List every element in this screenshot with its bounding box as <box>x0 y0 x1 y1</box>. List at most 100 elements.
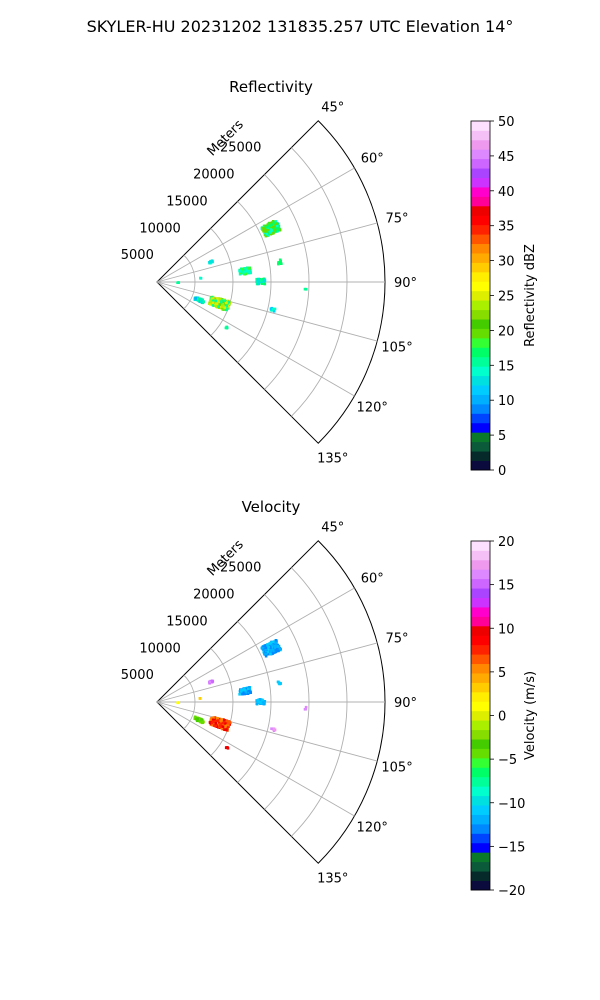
colorbar-segment <box>471 578 490 589</box>
echo-gate <box>277 261 280 264</box>
echo-gate <box>209 303 212 306</box>
colorbar-segment <box>471 281 490 292</box>
echo-gate <box>226 725 229 729</box>
echo-cluster <box>238 266 252 276</box>
echo-gate <box>242 270 246 274</box>
echo-gate <box>273 650 277 654</box>
colorbar: 0 5 10 15 20 25 30 35 40 45 50 Reflectivity dBZ <box>470 115 538 479</box>
azimuth-gridline <box>156 701 355 817</box>
echo-gate <box>242 687 246 690</box>
colorbar-segment <box>471 168 490 178</box>
echo-gate <box>264 646 268 650</box>
echo-gate <box>274 649 278 652</box>
colorbar-segment <box>471 701 490 712</box>
echo-gate <box>212 716 215 719</box>
echo-gate <box>276 223 280 226</box>
echo-gate <box>257 278 260 281</box>
echo-gate <box>272 221 276 224</box>
colorbar-segment <box>471 588 490 598</box>
echo-gate <box>240 267 244 271</box>
echo-gate <box>276 646 279 650</box>
echo-gate <box>239 271 243 275</box>
colorbar-label: Velocity (m/s) <box>523 671 538 760</box>
colorbar-tick-label: 20 <box>498 535 515 550</box>
echo-gate <box>239 690 243 693</box>
echo-gate <box>245 269 249 272</box>
echo-gate <box>269 643 272 647</box>
azimuth-tick-label: 45° <box>321 100 344 115</box>
echo-gate <box>267 234 270 237</box>
colorbar-segment <box>471 347 490 358</box>
colorbar-segment <box>471 356 490 367</box>
echo-gate <box>266 228 270 231</box>
colorbar-tick-label: 5 <box>498 666 506 681</box>
echo-gate <box>264 230 268 233</box>
echo-gate <box>269 650 273 654</box>
range-tick-label: 20000 <box>193 168 234 183</box>
echo-gate <box>247 267 251 270</box>
echo-gate <box>225 304 228 308</box>
echo-cluster <box>193 715 205 725</box>
echo-gate <box>276 649 279 653</box>
echo-gate <box>264 224 267 228</box>
panel-title: Velocity <box>242 498 301 516</box>
echo-gate <box>264 234 268 238</box>
range-tick-label: 5000 <box>121 668 154 683</box>
echo-gate <box>200 718 203 722</box>
echo-gate <box>272 225 275 229</box>
echo-gate <box>262 227 265 231</box>
echo-gate <box>249 690 252 694</box>
azimuth-gridline <box>156 281 355 397</box>
echo-gate <box>218 724 222 727</box>
range-tick-label: 25000 <box>220 141 261 156</box>
colorbar-tick-label: −15 <box>498 840 525 855</box>
colorbar-segment <box>471 550 490 561</box>
echo-cluster <box>303 287 308 291</box>
colorbar-segment <box>471 691 490 702</box>
colorbar-segment <box>471 309 490 320</box>
echo-gate <box>264 654 268 658</box>
echo-gate <box>177 281 180 284</box>
echo-gate <box>260 279 263 282</box>
echo-gate <box>244 272 248 276</box>
echo-gate <box>176 701 179 705</box>
echo-gate <box>244 267 248 271</box>
echo-gate <box>268 224 271 227</box>
echo-cluster <box>176 701 180 705</box>
colorbar-segment <box>471 541 490 551</box>
echo-gate <box>216 297 219 300</box>
azimuth-tick-label: 60° <box>361 572 384 587</box>
echo-cluster <box>176 281 180 284</box>
colorbar-segment <box>471 319 490 329</box>
colorbar-tick-label: 25 <box>498 290 515 305</box>
echo-gate <box>222 718 225 721</box>
colorbar-segment <box>471 569 490 580</box>
echo-gate <box>273 646 277 650</box>
echo-gate <box>217 720 221 724</box>
colorbar-tick-label: −10 <box>498 797 525 812</box>
colorbar-segment <box>471 644 490 655</box>
echo-cluster <box>224 746 230 750</box>
colorbar-segment <box>471 654 490 665</box>
echo-gate <box>225 326 228 329</box>
colorbar-tick-label: 10 <box>498 394 515 409</box>
colorbar-segment <box>471 673 490 683</box>
echo-gate <box>193 715 197 719</box>
echo-gate <box>220 300 224 303</box>
echo-gate <box>263 278 267 281</box>
echo-gate <box>224 728 228 732</box>
echo-gate <box>261 700 265 704</box>
echo-gate <box>264 648 267 652</box>
echo-gate <box>274 229 277 233</box>
range-tick-label: 5000 <box>121 248 154 263</box>
echo-cluster <box>255 698 267 706</box>
echo-gate <box>265 232 268 236</box>
echo-gate <box>197 297 200 301</box>
echo-gate <box>267 231 270 234</box>
echo-gate <box>246 267 249 270</box>
colorbar-segment <box>471 776 490 787</box>
echo-gate <box>244 690 248 694</box>
echo-gate <box>225 719 229 723</box>
echo-gate <box>208 261 211 264</box>
echo-cluster <box>260 220 282 238</box>
